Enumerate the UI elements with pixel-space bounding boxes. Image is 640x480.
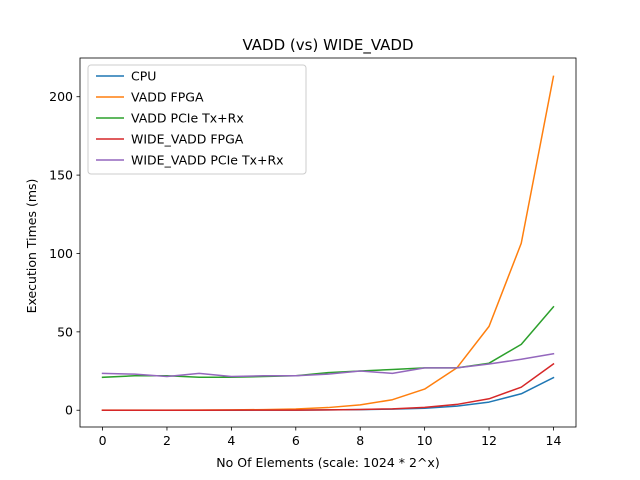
y-tick-label-200: 200 <box>49 89 73 104</box>
x-tick-label-8: 8 <box>356 433 364 448</box>
y-tick-label-50: 50 <box>57 324 73 339</box>
x-tick-label-12: 12 <box>481 433 497 448</box>
chart-title: VADD (vs) WIDE_VADD <box>242 36 413 55</box>
x-tick-label-10: 10 <box>417 433 433 448</box>
legend-label-3: WIDE_VADD FPGA <box>131 132 244 147</box>
legend-label-2: VADD PCIe Tx+Rx <box>131 111 244 126</box>
series-line-3 <box>101 362 555 411</box>
y-tick-label-150: 150 <box>49 168 73 183</box>
x-tick-label-2: 2 <box>163 433 171 448</box>
legend-box <box>87 64 307 175</box>
x-tick-label-0: 0 <box>99 433 107 448</box>
x-tick-label-14: 14 <box>546 433 562 448</box>
x-tick-label-6: 6 <box>292 433 300 448</box>
legend-label-4: WIDE_VADD PCIe Tx+Rx <box>131 153 284 168</box>
plot-frame <box>79 57 577 428</box>
x-axis-label: No Of Elements (scale: 1024 * 2^x) <box>216 455 439 470</box>
y-tick-label-0: 0 <box>65 403 73 418</box>
series-line-4 <box>101 352 555 378</box>
y-tick-label-100: 100 <box>49 246 73 261</box>
y-axis-label: Execution Times (ms) <box>24 179 39 314</box>
x-tick-label-4: 4 <box>227 433 235 448</box>
legend-label-0: CPU <box>131 69 156 84</box>
legend-label-1: VADD FPGA <box>131 90 204 105</box>
